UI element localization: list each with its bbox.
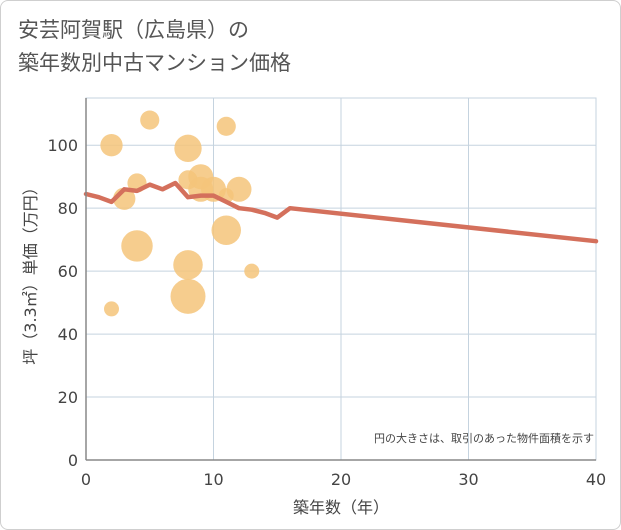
- y-tick-label: 60: [58, 262, 78, 281]
- grid: [85, 97, 597, 461]
- data-bubble: [100, 134, 123, 157]
- y-axis-label: 坪（3.3㎡）単価（万円）: [21, 179, 40, 364]
- y-tick-label: 80: [58, 199, 78, 218]
- bubble-layer: [100, 110, 260, 317]
- chart-title: 安芸阿賀駅（広島県）の 築年数別中古マンション価格: [18, 14, 291, 80]
- y-tick-label: 40: [58, 325, 78, 344]
- axes: [85, 98, 596, 461]
- data-bubble: [226, 176, 252, 202]
- chart-note: 円の大きさは、取引のあった物件面積を示す: [374, 431, 594, 445]
- data-bubble: [173, 250, 203, 280]
- series-line: [83, 180, 599, 244]
- chart-title-line1: 安芸阿賀駅（広島県）の: [18, 18, 249, 42]
- data-bubble: [216, 116, 236, 136]
- data-bubble: [211, 215, 241, 245]
- data-bubble: [140, 110, 160, 130]
- y-tick-label: 20: [58, 388, 78, 407]
- x-tick-label: 0: [81, 470, 91, 489]
- x-tick-label: 30: [458, 470, 478, 489]
- y-tick-label: 100: [47, 136, 78, 155]
- x-tick-label: 40: [586, 470, 606, 489]
- data-bubble: [121, 230, 153, 262]
- x-tick-label: 10: [203, 470, 223, 489]
- x-tick-label: 20: [331, 470, 351, 489]
- data-bubble: [174, 134, 202, 163]
- data-bubble: [170, 278, 206, 314]
- y-tick-label: 0: [68, 451, 78, 470]
- tick-labels: 0 20 40 60 80 100 0 10 20 30 40: [47, 136, 606, 489]
- series-layer: [83, 180, 599, 244]
- data-bubble: [104, 301, 119, 317]
- chart-title-line2: 築年数別中古マンション価格: [18, 51, 291, 75]
- data-bubble: [244, 263, 260, 279]
- x-axis-label: 築年数（年）: [293, 498, 389, 517]
